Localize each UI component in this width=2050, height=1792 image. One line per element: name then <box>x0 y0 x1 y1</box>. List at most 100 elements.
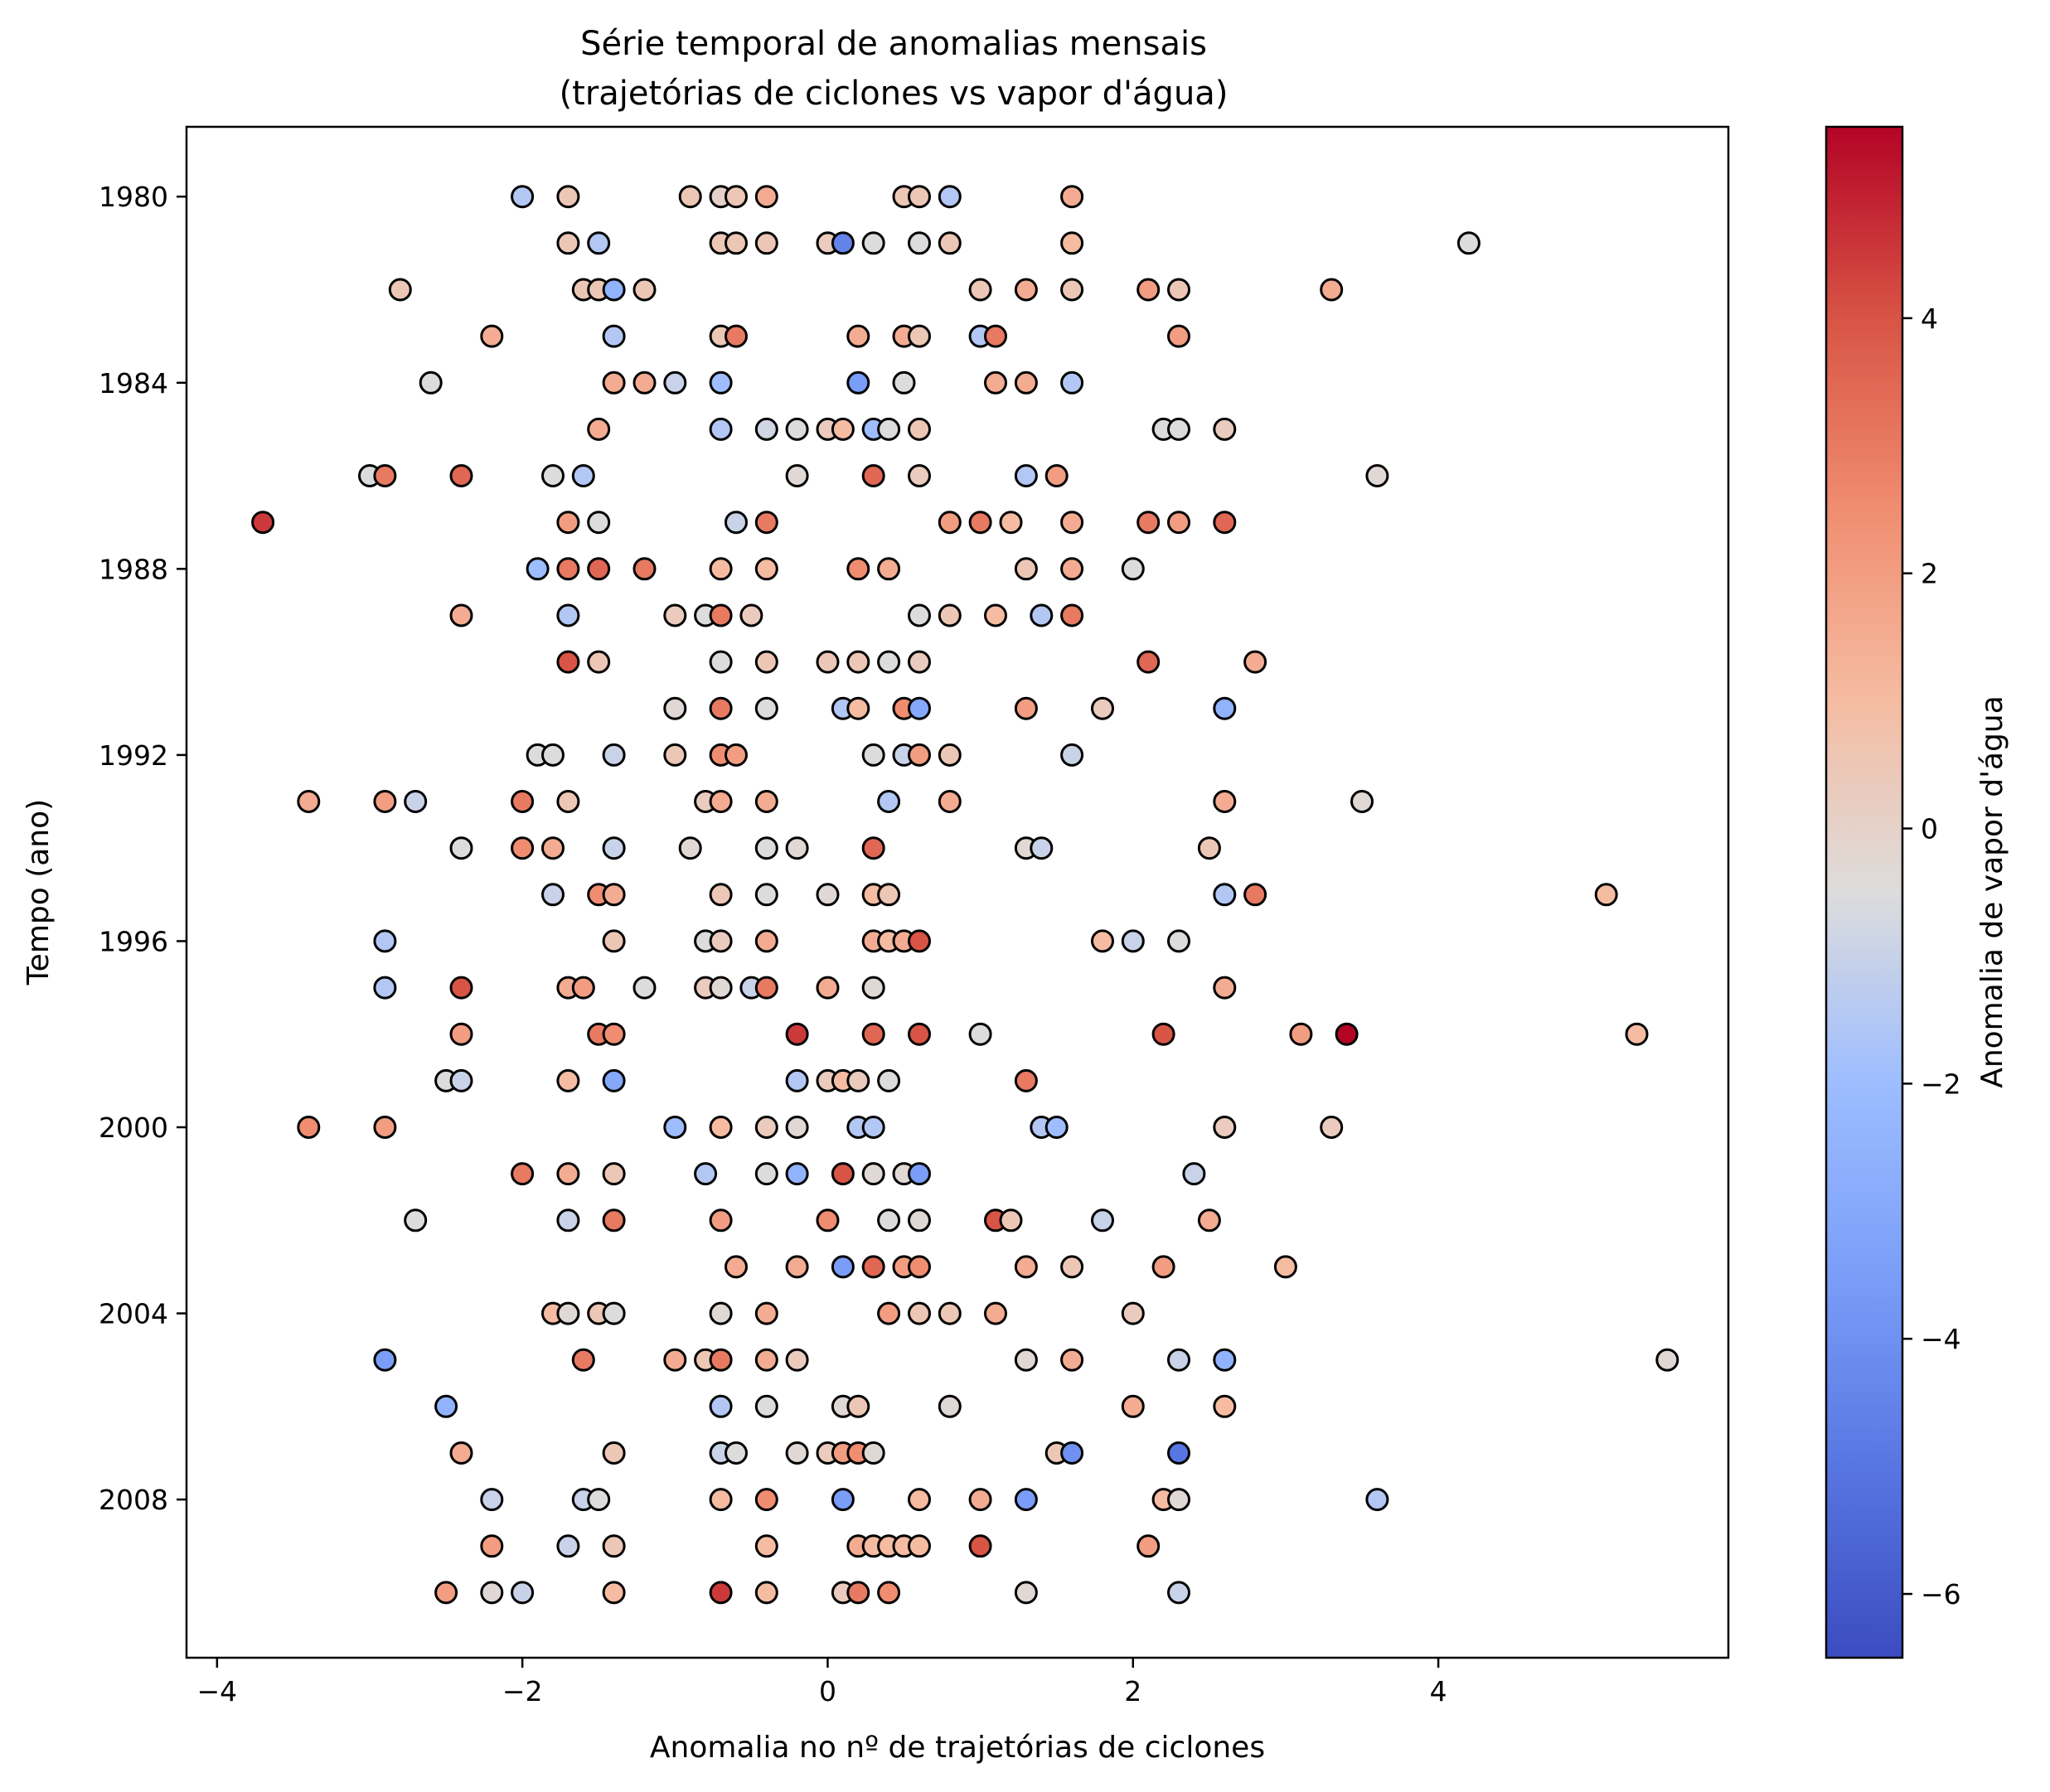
scatter-point <box>877 1301 901 1325</box>
scatter-point <box>984 603 1007 627</box>
scatter-point <box>1167 417 1190 441</box>
scatter-point <box>725 1441 748 1465</box>
scatter-point <box>831 231 855 255</box>
scatter-point <box>1625 1022 1649 1046</box>
colorbar-label: Anomalia de vapor d'água <box>1975 695 2009 1088</box>
colorbar-tick-label: −4 <box>1921 1323 1961 1355</box>
scatter-point <box>449 603 473 627</box>
colorbar-tick-label: 0 <box>1921 813 1938 845</box>
scatter-point <box>968 1488 992 1512</box>
scatter-point <box>663 1348 687 1372</box>
scatter-point <box>1060 371 1084 395</box>
scatter-point <box>908 650 931 674</box>
colorbar-tick-label: −2 <box>1921 1068 1961 1100</box>
scatter-point <box>877 790 901 813</box>
x-tick-label: 0 <box>819 1675 836 1707</box>
scatter-point <box>434 1581 458 1605</box>
scatter-point <box>908 696 931 720</box>
colorbar-tick-label: −6 <box>1921 1578 1961 1610</box>
scatter-point <box>1060 185 1084 209</box>
scatter-point <box>1091 1208 1114 1233</box>
scatter-point <box>449 464 473 487</box>
x-tick-label: −4 <box>197 1675 238 1707</box>
scatter-point <box>984 324 1007 348</box>
scatter-point <box>816 1208 840 1233</box>
scatter-point <box>709 696 733 720</box>
scatter-point <box>877 883 901 907</box>
scatter-point <box>754 1348 778 1372</box>
scatter-point <box>709 1208 733 1233</box>
scatter-point <box>1030 836 1054 860</box>
scatter-point <box>984 371 1007 395</box>
scatter-point <box>892 371 916 395</box>
scatter-point <box>861 743 885 767</box>
scatter-point <box>602 743 626 767</box>
scatter-point <box>1014 1348 1038 1372</box>
scatter-point <box>816 976 840 1000</box>
scatter-point <box>908 743 931 767</box>
colorbar-ticks: −6 −4 −2 0 2 4 <box>1902 303 1961 1610</box>
scatter-point <box>1167 324 1190 348</box>
scatter-point <box>663 1116 687 1139</box>
scatter-point <box>556 1162 580 1186</box>
scatter-point <box>1350 790 1374 813</box>
x-tick-label: 4 <box>1430 1675 1447 1707</box>
scatter-point <box>556 790 580 813</box>
scatter-point <box>1151 1255 1175 1279</box>
scatter-point <box>754 976 778 1000</box>
scatter-point <box>938 231 962 255</box>
scatter-point <box>846 696 870 720</box>
scatter-point <box>1213 790 1237 813</box>
scatter-point <box>908 417 931 441</box>
scatter-point <box>908 603 931 627</box>
scatter-point <box>725 231 748 255</box>
scatter-point <box>678 836 702 860</box>
scatter-point <box>938 603 962 627</box>
y-axis-ticks: 1980 1984 1988 1992 1996 2000 2004 2008 <box>99 181 187 1516</box>
scatter-point <box>709 603 733 627</box>
scatter-point <box>556 1208 580 1233</box>
scatter-point <box>861 1441 885 1465</box>
scatter-point <box>938 1394 962 1418</box>
scatter-point <box>1014 1581 1038 1605</box>
scatter-point <box>602 883 626 907</box>
scatter-point <box>571 976 595 1000</box>
scatter-point <box>861 1162 885 1186</box>
scatter-point <box>754 1394 778 1418</box>
scatter-point <box>709 1488 733 1512</box>
scatter-point <box>709 1301 733 1325</box>
scatter-point <box>1060 1255 1084 1279</box>
y-tick-label: 1984 <box>99 367 168 400</box>
scatter-point <box>663 371 687 395</box>
scatter-point <box>663 696 687 720</box>
scatter-point <box>663 603 687 627</box>
scatter-point <box>754 185 778 209</box>
scatter-point <box>449 836 473 860</box>
scatter-point <box>846 650 870 674</box>
x-axis-ticks: −4 −2 0 2 4 <box>197 1658 1447 1707</box>
scatter-point <box>938 185 962 209</box>
scatter-point <box>1121 1301 1145 1325</box>
scatter-point <box>725 743 748 767</box>
scatter-point <box>709 371 733 395</box>
scatter-point <box>709 1116 733 1139</box>
scatter-point <box>571 464 595 487</box>
scatter-point <box>1136 278 1161 302</box>
scatter-point <box>1213 1394 1237 1418</box>
scatter-point <box>1213 1348 1237 1372</box>
scatter-point <box>908 231 931 255</box>
scatter-point <box>556 650 580 674</box>
scatter-point <box>480 324 504 348</box>
scatter-point <box>1060 603 1084 627</box>
scatter-point <box>785 1162 809 1186</box>
scatter-point <box>1273 1255 1297 1279</box>
scatter-point <box>709 929 733 953</box>
scatter-point <box>754 1581 778 1605</box>
scatter-point <box>908 929 931 953</box>
scatter-point <box>861 1116 885 1139</box>
scatter-point <box>816 883 840 907</box>
scatter-point <box>1243 883 1267 907</box>
scatter-point <box>754 1301 778 1325</box>
scatter-point <box>754 1162 778 1186</box>
scatter-point <box>663 743 687 767</box>
